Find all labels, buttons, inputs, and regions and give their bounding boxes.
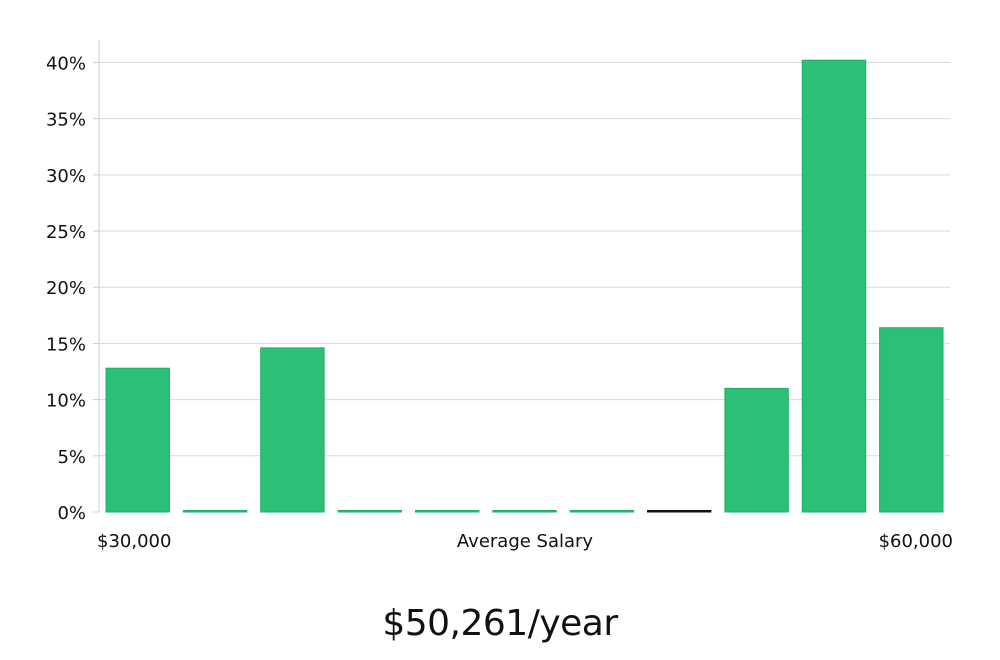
- y-axis-ticks: 0% 5% 10% 15% 20% 25% 30% 35% 40%: [46, 53, 99, 524]
- bar: [879, 327, 944, 513]
- grid-lines: [99, 61, 950, 457]
- y-tick-label: 10%: [46, 391, 86, 412]
- bar: [801, 59, 867, 513]
- y-tick-label: 30%: [46, 166, 86, 187]
- y-tick-label: 0%: [57, 503, 86, 524]
- bar: [492, 510, 557, 513]
- y-tick-label: 20%: [46, 278, 86, 299]
- x-min-label: $30,000: [97, 531, 171, 552]
- y-tick-label: 5%: [57, 447, 86, 468]
- bar: [182, 510, 248, 513]
- bar: [260, 347, 325, 513]
- bars: [105, 59, 944, 513]
- bar: [415, 510, 480, 513]
- y-tick-label: 40%: [46, 53, 86, 74]
- average-salary: $50,261/year: [382, 603, 618, 644]
- y-tick-label: 15%: [46, 334, 86, 355]
- bar: [105, 367, 170, 513]
- y-tick-label: 25%: [46, 222, 86, 243]
- bar-average-marker: [647, 510, 712, 513]
- x-max-label: $60,000: [879, 531, 953, 552]
- x-axis-title: Average Salary: [457, 531, 594, 552]
- bar: [569, 510, 635, 513]
- bar: [337, 510, 403, 513]
- bar: [724, 387, 789, 513]
- y-tick-label: 35%: [46, 110, 86, 131]
